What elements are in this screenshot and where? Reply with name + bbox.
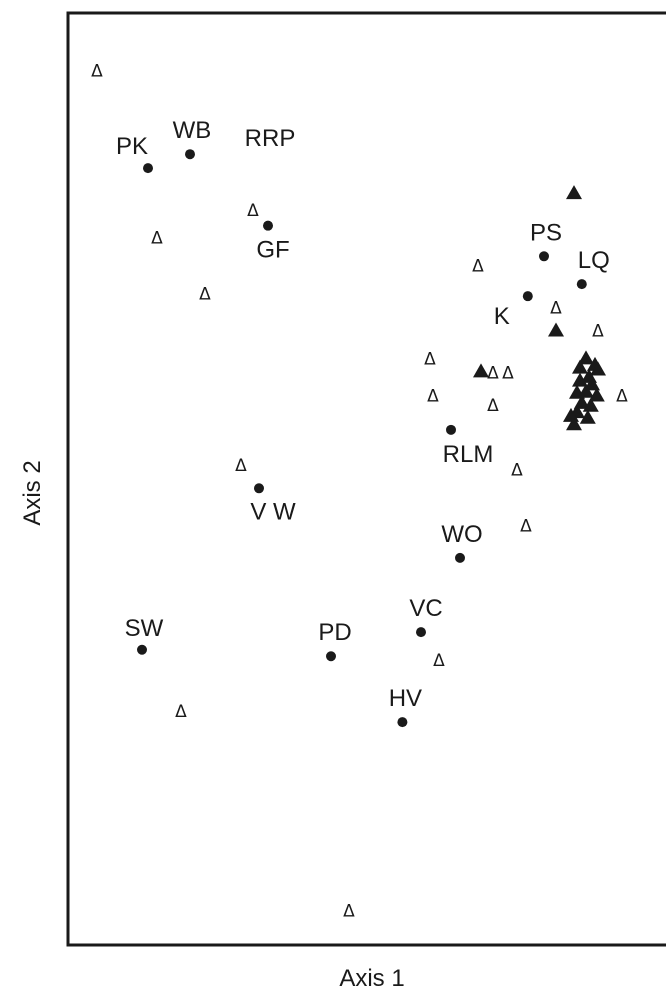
site-point bbox=[137, 644, 147, 655]
y-axis-title: Axis 2 bbox=[19, 460, 46, 525]
site-label: V W bbox=[250, 498, 296, 525]
site-point bbox=[254, 483, 264, 494]
filled-triangle-point bbox=[590, 361, 606, 376]
site-point bbox=[143, 163, 153, 174]
site-label: WB bbox=[173, 117, 212, 144]
filled-triangle-point bbox=[588, 387, 605, 402]
open-triangle-point: Δ bbox=[511, 461, 523, 481]
open-triangle-point: Δ bbox=[487, 363, 499, 383]
site-label: PS bbox=[530, 219, 562, 246]
filled-triangle-point bbox=[566, 185, 582, 200]
site-label: GF bbox=[256, 237, 289, 264]
open-triangle-point: Δ bbox=[502, 363, 514, 383]
filled-triangle-point bbox=[548, 322, 564, 337]
open-triangle-point: Δ bbox=[343, 902, 355, 922]
site-label: SW bbox=[125, 615, 164, 642]
site-point bbox=[576, 279, 587, 290]
site-point bbox=[539, 251, 549, 262]
open-triangle-point: Δ bbox=[175, 702, 187, 722]
open-triangle-point: Δ bbox=[592, 322, 604, 342]
site-label: HV bbox=[389, 685, 422, 712]
site-label: VC bbox=[409, 595, 442, 622]
site-point bbox=[397, 717, 408, 728]
site-label: LQ bbox=[578, 247, 610, 274]
open-triangle-point: Δ bbox=[235, 456, 247, 476]
open-triangle-point: Δ bbox=[520, 516, 532, 536]
site-label: RRP bbox=[245, 125, 296, 152]
site-label: PD bbox=[318, 619, 351, 646]
filled-triangle-point bbox=[566, 416, 582, 431]
open-triangle-point: Δ bbox=[433, 651, 445, 671]
site-point bbox=[446, 424, 456, 435]
site-point bbox=[455, 552, 465, 563]
open-triangle-point: Δ bbox=[427, 386, 439, 406]
x-axis-title: Axis 1 bbox=[339, 965, 404, 992]
open-triangle-point: Δ bbox=[151, 229, 163, 249]
filled-triangle-point bbox=[473, 363, 489, 378]
open-triangle-point: Δ bbox=[247, 201, 259, 221]
filled-triangle-point bbox=[573, 394, 590, 409]
open-triangle-point: Δ bbox=[472, 257, 484, 277]
filled-triangle-point bbox=[578, 383, 594, 398]
site-point bbox=[263, 220, 273, 231]
filled-triangle-point bbox=[578, 350, 594, 365]
plot-frame bbox=[66, 11, 666, 947]
open-triangle-point: Δ bbox=[199, 284, 211, 304]
site-point bbox=[326, 651, 336, 662]
open-triangle-point: Δ bbox=[616, 386, 628, 406]
open-triangle-point: Δ bbox=[424, 349, 436, 369]
site-label: RLM bbox=[443, 441, 494, 468]
open-triangle-point: Δ bbox=[91, 62, 103, 82]
site-label: K bbox=[494, 303, 510, 330]
open-triangle-point: Δ bbox=[550, 298, 562, 318]
filled-triangle-point bbox=[563, 407, 579, 422]
site-label: PK bbox=[116, 133, 148, 160]
site-point bbox=[416, 627, 426, 638]
filled-triangle-point bbox=[579, 409, 596, 424]
filled-triangle-point bbox=[572, 372, 588, 387]
site-point bbox=[185, 149, 195, 160]
site-point bbox=[522, 291, 533, 302]
filled-triangle-point bbox=[584, 376, 600, 391]
site-label: WO bbox=[441, 521, 482, 548]
filled-triangle-point bbox=[572, 359, 588, 374]
open-triangle-point: Δ bbox=[487, 396, 499, 416]
filled-triangle-point bbox=[582, 397, 599, 412]
